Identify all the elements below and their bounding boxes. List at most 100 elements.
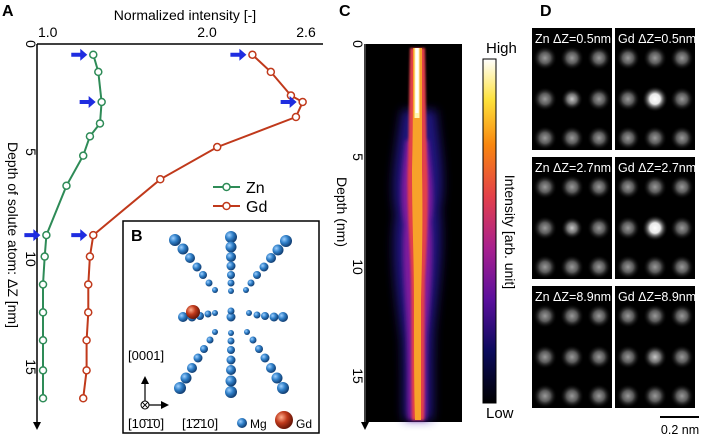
mg-column-top bbox=[225, 231, 237, 294]
panel-a-legend: Zn Gd bbox=[213, 180, 267, 216]
legend-mg-ball bbox=[237, 418, 247, 428]
atom-column-spot bbox=[616, 345, 640, 369]
data-point-zn bbox=[94, 67, 103, 77]
data-point-gd bbox=[84, 308, 93, 317]
data-point-zn bbox=[85, 132, 95, 141]
mg-column-right bbox=[246, 310, 288, 322]
haadf-image-tile: Gd ΔZ=0.5nm bbox=[615, 28, 696, 150]
mg-column-top-left bbox=[169, 234, 218, 293]
legend-label-gd: Gd bbox=[246, 199, 267, 216]
atom-column-spot bbox=[587, 175, 611, 199]
haadf-image-tile: Zn ΔZ=0.5nm bbox=[532, 28, 612, 150]
atom-column-spot bbox=[643, 345, 667, 369]
colorbar bbox=[482, 58, 497, 404]
panel-a-x-tick-labels: 1.0 2.0 2.6 bbox=[38, 24, 316, 40]
x-tick-label: 1.0 bbox=[38, 24, 58, 40]
data-point-gd bbox=[84, 280, 93, 289]
atom-column-spot bbox=[616, 216, 640, 240]
panel-c-y-tick-labels: 0 5 10 15 bbox=[350, 40, 366, 384]
panel-a-x-axis-title: Normalized intensity [-] bbox=[114, 7, 256, 23]
data-point-zn bbox=[40, 252, 49, 261]
atom-column-spot bbox=[587, 46, 611, 70]
haadf-image-grid: Zn ΔZ=0.5nm Gd ΔZ=0.5nm Zn ΔZ=2.7nm Gd ΔZ=2… bbox=[532, 28, 696, 408]
y-tick-label: 15 bbox=[350, 368, 366, 384]
y-tick-label: 0 bbox=[23, 40, 39, 48]
atom-column-spot bbox=[533, 384, 557, 408]
data-point-gd bbox=[85, 252, 95, 261]
haadf-image-label: Gd ΔZ=8.9nm bbox=[618, 290, 696, 304]
gd-atom-in-column bbox=[186, 305, 200, 319]
atom-column-spot bbox=[587, 345, 611, 369]
data-point-gd bbox=[82, 336, 91, 345]
atom-column-spot bbox=[670, 345, 694, 369]
atom-column-spot bbox=[616, 175, 640, 199]
atom-column-spot bbox=[560, 175, 584, 199]
atom-column-spot bbox=[533, 304, 557, 328]
mg-column-bottom-right bbox=[244, 329, 289, 394]
atom-column-spot bbox=[643, 255, 667, 279]
atom-column-spot bbox=[643, 304, 667, 328]
haadf-image-label: Zn ΔZ=8.9nm bbox=[535, 290, 611, 304]
legend-label-zn: Zn bbox=[246, 180, 265, 197]
haadf-image-label: Gd ΔZ=0.5nm bbox=[618, 32, 696, 46]
atom-column-spot bbox=[643, 175, 667, 199]
data-point-zn bbox=[95, 119, 105, 128]
data-point-zn bbox=[97, 97, 106, 107]
atom-column-spot bbox=[616, 126, 640, 150]
haadf-image-tile: Gd ΔZ=2.7nm bbox=[615, 157, 696, 279]
atom-column-spot bbox=[643, 126, 667, 150]
data-point-gd bbox=[82, 366, 91, 375]
atom-column-spot bbox=[587, 384, 611, 408]
panel-a-y-axis-title: Depth of solute atom: ΔZ [nm] bbox=[5, 142, 21, 328]
panel-c-y-axis-title: Depth (nm) bbox=[334, 177, 350, 247]
data-point-zn bbox=[42, 230, 51, 240]
x-tick-label: 2.0 bbox=[197, 24, 217, 40]
y-tick-label: 15 bbox=[23, 359, 39, 375]
atom-column-spot bbox=[561, 217, 583, 239]
data-point-zn bbox=[62, 181, 71, 190]
colorbar-title: Intensity [arb. unit] bbox=[502, 175, 518, 289]
atom-column-spot bbox=[533, 345, 557, 369]
atom-column-spot bbox=[643, 384, 667, 408]
highlight-arrow-icon bbox=[280, 95, 297, 108]
atom-column-spot bbox=[560, 345, 584, 369]
legend-gd-ball bbox=[275, 411, 293, 429]
y-tick-label: 10 bbox=[350, 259, 366, 275]
panel-d: D Zn ΔZ=0.5nm Gd ΔZ=0.5nm Zn ΔZ=2.7nm Gd ΔZ… bbox=[532, 3, 699, 437]
panel-a: A Normalized intensity [-] 1.0 2.0 2.6 0… bbox=[2, 3, 323, 430]
atom-column-spot bbox=[670, 46, 694, 70]
colorbar-low-label: Low bbox=[486, 405, 514, 422]
atom-column-spot bbox=[560, 255, 584, 279]
highlight-arrow-icon bbox=[79, 95, 96, 108]
haadf-image-label: Gd ΔZ=2.7nm bbox=[618, 161, 696, 175]
data-point-gd bbox=[78, 394, 88, 403]
data-point-gd bbox=[266, 67, 276, 77]
data-point-zn bbox=[78, 151, 88, 160]
atom-column-spot bbox=[616, 46, 640, 70]
haadf-image-tile: Zn ΔZ=8.9nm bbox=[532, 286, 612, 408]
panel-b-frame bbox=[122, 220, 320, 434]
mg-column-center bbox=[226, 307, 236, 322]
direction-label-10-10: [10̄1̄0] bbox=[128, 416, 164, 431]
atom-column-spot bbox=[561, 88, 583, 110]
colorbar-high-label: High bbox=[486, 40, 517, 57]
highlight-arrow-icon bbox=[71, 48, 88, 61]
mg-column-bottom-left bbox=[174, 329, 218, 394]
legend-marker-gd bbox=[222, 201, 231, 211]
direction-label-1-210: [1̄2̄10] bbox=[182, 416, 218, 431]
data-point-zn bbox=[38, 280, 48, 289]
atom-column-spot bbox=[587, 87, 611, 111]
highlight-arrow-icon bbox=[230, 48, 247, 61]
haadf-image-label: Zn ΔZ=0.5nm bbox=[535, 32, 611, 46]
haadf-image-tile: Zn ΔZ=2.7nm bbox=[532, 157, 612, 279]
series-line-zn bbox=[42, 54, 103, 399]
atom-column-spot bbox=[616, 304, 640, 328]
atom-column-spot bbox=[670, 304, 694, 328]
data-point-zn bbox=[38, 366, 48, 375]
atom-column-spot bbox=[533, 87, 557, 111]
data-point-gd bbox=[248, 50, 257, 59]
legend-marker-zn bbox=[222, 182, 231, 192]
data-point-zn bbox=[38, 336, 48, 345]
mg-column-bottom bbox=[225, 330, 237, 398]
